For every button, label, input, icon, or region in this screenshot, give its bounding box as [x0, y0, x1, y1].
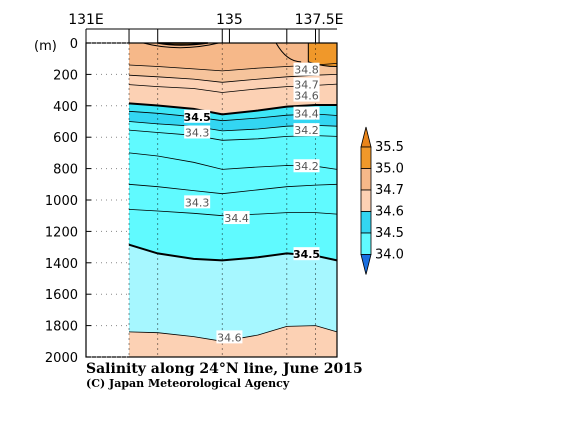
- contour-label: 34.7: [294, 79, 319, 92]
- colorbar-label: 35.5: [375, 140, 404, 155]
- y-axis-ticks: 0 200 400 600 800 1000 1200 1400 1600 1800 2000: [45, 37, 130, 366]
- contour-label-box: [293, 159, 320, 173]
- contour-label: 34.4: [294, 108, 319, 121]
- y-tick-label: 200: [53, 68, 78, 83]
- y-unit-label: (m): [34, 39, 57, 54]
- contour-label-box: [293, 88, 320, 102]
- colorbar-segment: [360, 232, 372, 255]
- colorbar-top-arrow: [360, 126, 372, 148]
- x-tick-label: 137.5E: [295, 12, 344, 28]
- contour-label-box: [184, 109, 211, 123]
- y-tick-label: 400: [53, 100, 78, 115]
- salinity-fill-bands: [129, 42, 338, 358]
- contour-label: 34.3: [185, 196, 210, 209]
- x-axis-ticks: 131E 135 137.5E: [68, 12, 344, 43]
- contour-label-box: [293, 62, 320, 76]
- contour-label-box: [223, 211, 250, 225]
- contour-label-box: [184, 125, 211, 139]
- colorbar-segment: [360, 211, 372, 234]
- colorbar-label: 34.6: [375, 205, 404, 220]
- y-tick-label: 0: [70, 37, 78, 52]
- y-tick-label: 1000: [45, 194, 78, 209]
- contour-label-box: [293, 77, 320, 91]
- contour-label: 34.6: [294, 90, 319, 103]
- contour-line: [128, 102, 337, 116]
- contour-label: 34.3: [185, 126, 210, 139]
- contour-label: 34.2: [294, 124, 319, 137]
- colorbar: 35.5 35.0 34.7 34.6 34.5 34.0: [360, 126, 404, 275]
- y-tick-label: 1800: [45, 320, 78, 335]
- contour-label: 34.2: [294, 160, 319, 173]
- y-tick-label: 1600: [45, 288, 78, 303]
- y-tick-label: 600: [53, 131, 78, 146]
- colorbar-segment: [360, 168, 372, 191]
- y-tick-label: 2000: [45, 351, 78, 366]
- contour-labels: 34.834.734.634.5 34.434.3 34.234.234.334.4…: [184, 62, 320, 344]
- colorbar-bottom-arrow: [360, 254, 372, 275]
- contour-line: [128, 183, 338, 195]
- fill-band: [129, 43, 337, 71]
- x-tick-label: 131E: [68, 12, 104, 28]
- colorbar-label: 34.7: [375, 183, 404, 198]
- contour-label: 34.4: [224, 212, 249, 225]
- contour-label-box: [293, 106, 320, 120]
- credit-text: (C) Japan Meteorological Agency: [86, 377, 290, 390]
- colorbar-label: 35.0: [375, 162, 404, 177]
- contour-label: 34.5: [184, 111, 211, 124]
- colorbar-segment: [360, 189, 372, 212]
- contour-label-box: [293, 123, 320, 137]
- contour-label-box: [293, 247, 320, 261]
- contour-label-box: [184, 195, 211, 209]
- y-tick-label: 1400: [45, 257, 78, 272]
- colorbar-label: 34.0: [375, 248, 404, 263]
- contour-label-box: [216, 330, 243, 344]
- chart-title: Salinity along 24°N line, June 2015: [86, 361, 363, 377]
- surface-patch: [275, 42, 302, 63]
- colorbar-segment: [360, 146, 372, 169]
- y-tick-label: 1200: [45, 225, 78, 240]
- colorbar-label: 34.5: [375, 226, 404, 241]
- contour-label: 34.5: [293, 248, 320, 261]
- station-markers: [128, 29, 316, 357]
- y-tick-label: 800: [53, 163, 78, 178]
- x-tick-label: 135: [216, 12, 243, 28]
- contour-label: 34.8: [294, 64, 319, 77]
- contour-label: 34.6: [217, 331, 242, 344]
